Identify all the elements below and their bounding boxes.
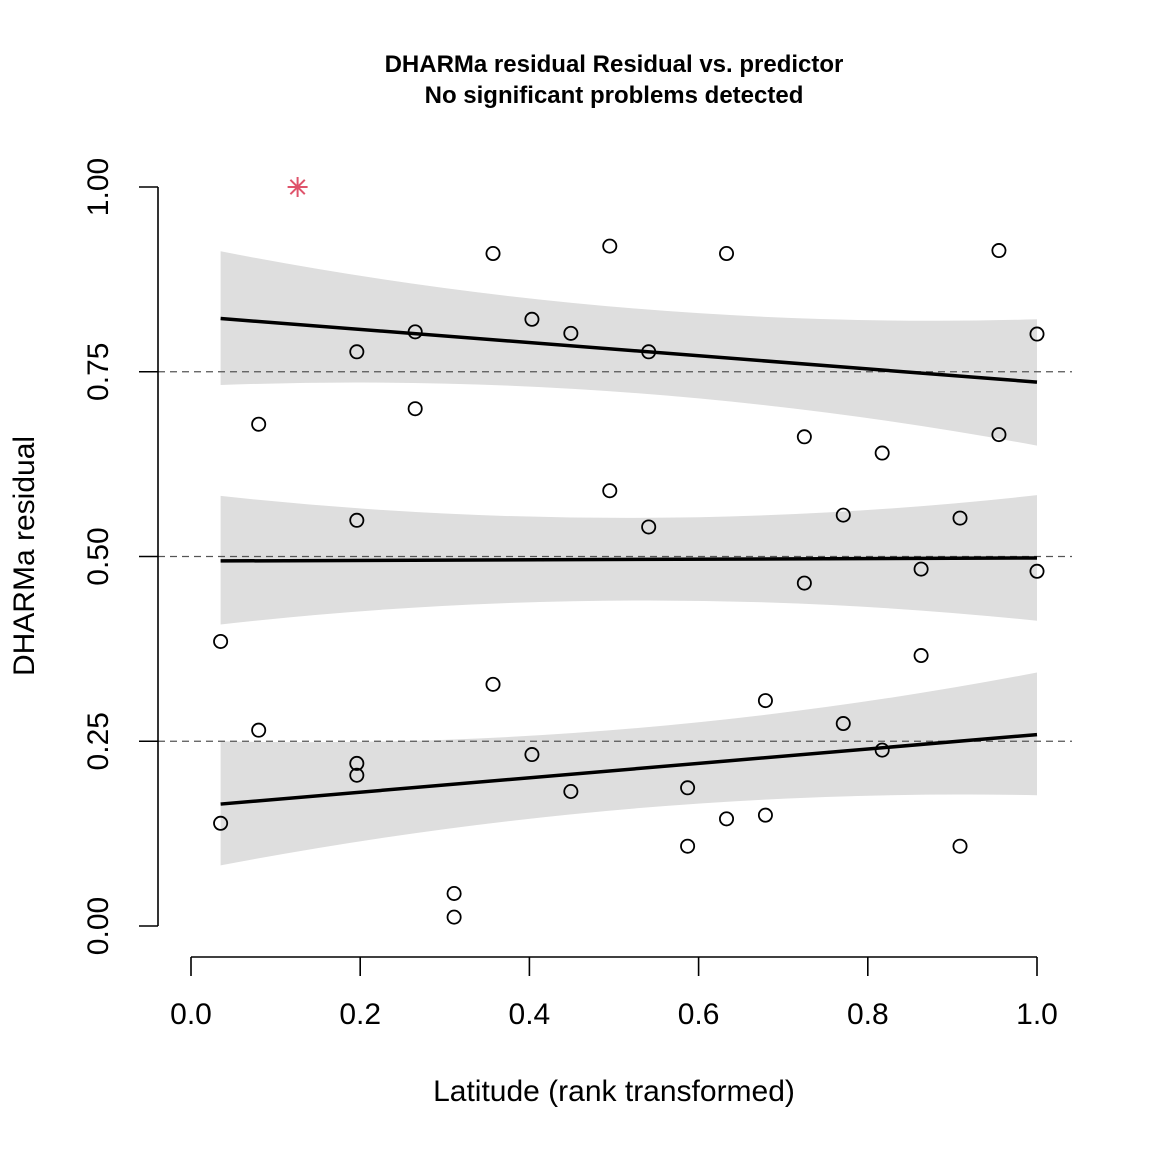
data-point <box>952 510 968 526</box>
x-tick-label: 0.2 <box>339 998 381 1031</box>
data-point <box>641 519 657 535</box>
x-tick-label: 0.4 <box>509 998 551 1031</box>
data-point <box>524 311 540 327</box>
data-point <box>563 325 579 341</box>
data-point <box>1029 326 1045 342</box>
outlier-marker <box>287 177 308 197</box>
data-point <box>874 742 890 758</box>
y-tick-label: 1.00 <box>82 158 115 216</box>
data-point <box>680 780 696 796</box>
quantile-line-0.25 <box>220 732 1038 806</box>
data-point <box>446 885 462 901</box>
x-tick-label: 0.0 <box>170 998 212 1031</box>
data-point <box>952 838 968 854</box>
plot-area: 0.0 0.2 0.4 0.6 0.8 1.0 0.00 0.25 0.50 0.75 1.00 <box>82 158 1072 1031</box>
data-point <box>796 429 812 445</box>
data-point <box>485 246 501 262</box>
data-point <box>349 344 365 360</box>
data-point <box>757 807 773 823</box>
data-point <box>213 815 229 831</box>
data-point <box>485 676 501 692</box>
x-axis-title: Latitude (rank transformed) <box>433 1075 795 1108</box>
data-point <box>835 716 851 732</box>
confidence-band-q0.75 <box>220 251 1038 446</box>
data-point <box>913 648 929 664</box>
chart-subtitle: No significant problems detected <box>425 82 804 109</box>
data-point <box>874 445 890 461</box>
quantile-line-0.5 <box>220 556 1038 563</box>
data-point <box>641 344 657 360</box>
y-tick-label: 0.00 <box>82 897 115 955</box>
data-point <box>446 909 462 925</box>
y-tick-label: 0.50 <box>82 527 115 585</box>
data-point <box>602 483 618 499</box>
data-point <box>757 693 773 709</box>
y-tick-label: 0.25 <box>82 712 115 770</box>
chart-title: DHARMa residual Residual vs. predictor <box>385 51 844 78</box>
x-tick-label: 0.8 <box>847 998 889 1031</box>
data-point <box>991 427 1007 443</box>
y-axis-title: DHARMa residual <box>8 436 41 676</box>
data-point <box>251 722 267 738</box>
outlier-stroke <box>289 179 306 195</box>
data-point <box>349 767 365 783</box>
data-point <box>407 324 423 340</box>
data-point <box>913 561 929 577</box>
data-point <box>796 575 812 591</box>
data-point <box>213 633 229 649</box>
data-point <box>602 238 618 254</box>
data-point <box>349 755 365 771</box>
y-tick-label: 0.75 <box>82 343 115 401</box>
x-tick-label: 1.0 <box>1016 998 1058 1031</box>
data-point <box>251 416 267 432</box>
data-point <box>407 401 423 417</box>
x-tick-label: 0.6 <box>678 998 720 1031</box>
quantile-line-0.75 <box>220 316 1038 384</box>
data-point <box>719 811 735 827</box>
data-point <box>524 747 540 763</box>
data-point <box>349 512 365 528</box>
data-point <box>563 784 579 800</box>
data-point <box>1029 563 1045 579</box>
data-point <box>680 838 696 854</box>
data-point <box>991 243 1007 259</box>
data-point <box>719 246 735 262</box>
data-point <box>835 507 851 523</box>
